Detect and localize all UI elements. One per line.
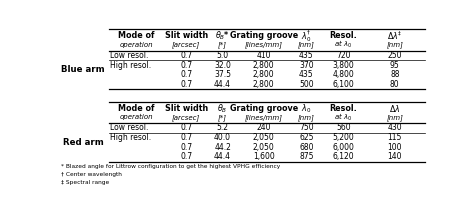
Text: Mode of: Mode of [118,31,155,40]
Text: 0.7: 0.7 [180,51,192,60]
Text: 44.4: 44.4 [214,153,231,161]
Text: $\theta_B$*: $\theta_B$* [215,30,230,42]
Text: 6,000: 6,000 [332,143,355,152]
Text: Low resol.: Low resol. [110,123,149,133]
Text: [arcsec]: [arcsec] [172,41,201,48]
Text: [nm]: [nm] [386,41,403,48]
Text: 720: 720 [336,51,351,60]
Text: 88: 88 [390,70,400,79]
Text: [lines/mm]: [lines/mm] [245,114,283,120]
Text: Mode of: Mode of [118,104,155,113]
Text: Low resol.: Low resol. [110,51,149,60]
Text: 5.0: 5.0 [217,51,228,60]
Text: 40.0: 40.0 [214,133,231,142]
Text: 32.0: 32.0 [214,61,231,70]
Text: at $\lambda_0$: at $\lambda_0$ [334,112,353,123]
Text: 1,600: 1,600 [253,153,274,161]
Text: [lines/mm]: [lines/mm] [245,41,283,48]
Text: 0.7: 0.7 [180,143,192,152]
Text: Grating groove: Grating groove [229,104,298,113]
Text: 0.7: 0.7 [180,70,192,79]
Text: 435: 435 [299,70,314,79]
Text: 100: 100 [388,143,402,152]
Text: * Blazed angle for Littrow configuration to get the highest VPHG efficiency: * Blazed angle for Littrow configuration… [61,164,280,169]
Text: 250: 250 [388,51,402,60]
Text: 0.7: 0.7 [180,80,192,89]
Text: $\lambda_0$: $\lambda_0$ [301,102,311,115]
Text: Resol.: Resol. [329,31,357,40]
Text: 435: 435 [299,51,314,60]
Text: $\theta_B$: $\theta_B$ [218,102,228,115]
Text: Red arm: Red arm [63,138,103,147]
Text: 44.4: 44.4 [214,80,231,89]
Text: [nm]: [nm] [298,114,315,120]
Text: 2,050: 2,050 [253,133,274,142]
Text: 2,800: 2,800 [253,70,274,79]
Text: 410: 410 [256,51,271,60]
Text: 0.7: 0.7 [180,123,192,133]
Text: Grating groove: Grating groove [229,31,298,40]
Text: 2,800: 2,800 [253,61,274,70]
Text: 625: 625 [299,133,313,142]
Text: 560: 560 [336,123,351,133]
Text: 3,800: 3,800 [333,61,354,70]
Text: [*]: [*] [218,41,227,48]
Text: ‡ Spectral range: ‡ Spectral range [61,180,109,185]
Text: 500: 500 [299,80,314,89]
Text: 0.7: 0.7 [180,153,192,161]
Text: 80: 80 [390,80,400,89]
Text: [nm]: [nm] [386,114,403,120]
Text: 4,800: 4,800 [333,70,354,79]
Text: Slit width: Slit width [164,104,208,113]
Text: 95: 95 [390,61,400,70]
Text: 240: 240 [256,123,271,133]
Text: 430: 430 [387,123,402,133]
Text: Resol.: Resol. [329,104,357,113]
Text: 44.2: 44.2 [214,143,231,152]
Text: 0.7: 0.7 [180,133,192,142]
Text: operation: operation [119,114,153,120]
Text: $\Delta\lambda$: $\Delta\lambda$ [389,103,401,114]
Text: 6,100: 6,100 [333,80,354,89]
Text: 5,200: 5,200 [333,133,354,142]
Text: 875: 875 [299,153,313,161]
Text: † Center wavelength: † Center wavelength [61,172,122,177]
Text: at $\lambda_0$: at $\lambda_0$ [334,39,353,50]
Text: 140: 140 [388,153,402,161]
Text: $\Delta\lambda^{\ddagger}$: $\Delta\lambda^{\ddagger}$ [387,30,402,42]
Text: [arcsec]: [arcsec] [172,114,201,120]
Text: $\lambda_0^{\dagger}$: $\lambda_0^{\dagger}$ [301,28,311,43]
Text: 0.7: 0.7 [180,61,192,70]
Text: 2,050: 2,050 [253,143,274,152]
Text: 680: 680 [299,143,313,152]
Text: 5.2: 5.2 [217,123,228,133]
Text: 750: 750 [299,123,314,133]
Text: 6,120: 6,120 [333,153,354,161]
Text: [*]: [*] [218,114,227,120]
Text: 370: 370 [299,61,314,70]
Text: 115: 115 [388,133,402,142]
Text: 2,800: 2,800 [253,80,274,89]
Text: Blue arm: Blue arm [61,65,105,74]
Text: 37.5: 37.5 [214,70,231,79]
Text: operation: operation [119,42,153,48]
Text: High resol.: High resol. [110,61,151,70]
Text: [nm]: [nm] [298,41,315,48]
Text: Slit width: Slit width [164,31,208,40]
Text: High resol.: High resol. [110,133,151,142]
